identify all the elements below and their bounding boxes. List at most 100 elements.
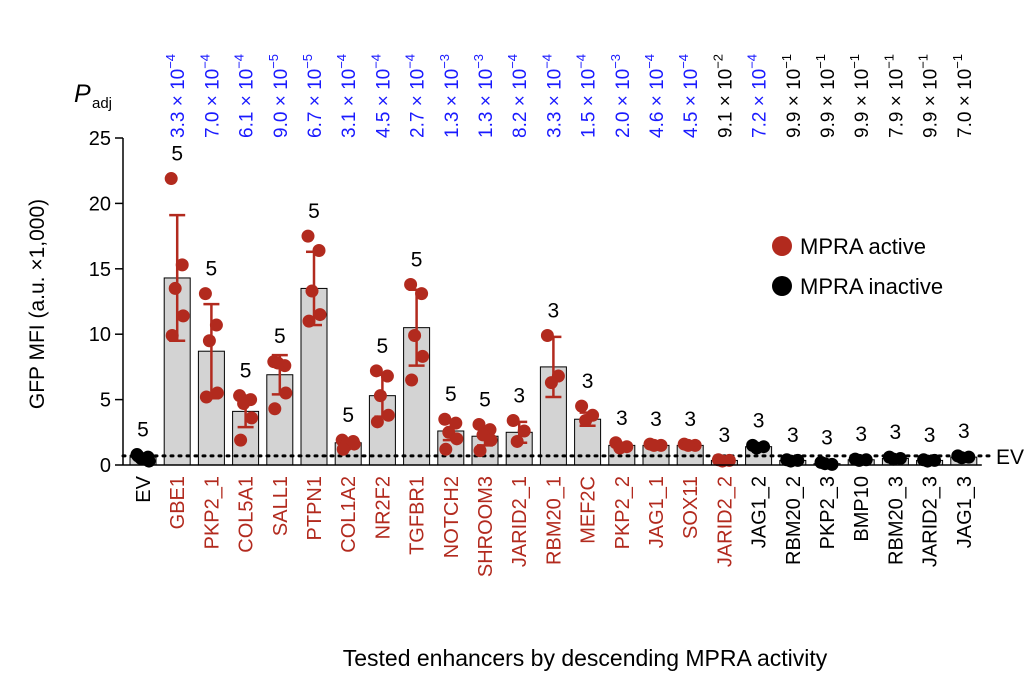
padj-mantissa: 9.9 × 10 <box>921 69 942 138</box>
x-tick-label-shroom3: SHROOM3 <box>475 476 497 577</box>
padj-exponent: −4 <box>642 54 657 69</box>
legend: MPRA active MPRA inactive <box>772 234 943 299</box>
n-label: 3 <box>650 408 662 431</box>
padj-label: P adj <box>74 80 112 112</box>
data-point <box>302 314 316 328</box>
ev-baseline: EV <box>121 446 1024 469</box>
padj-exponent: −1 <box>813 54 828 69</box>
data-point <box>176 309 190 323</box>
x-tick-label-jag1-2: JAG1_2 <box>749 476 771 548</box>
padj-mantissa: 9.0 × 10 <box>271 69 292 138</box>
n-label: 5 <box>274 325 286 348</box>
padj-mantissa: 4.5 × 10 <box>681 69 702 138</box>
data-point <box>544 376 558 390</box>
padj-exponent: −1 <box>881 54 896 69</box>
data-point <box>165 329 179 343</box>
x-tick-label-tgfbr1: TGFBR1 <box>407 476 429 555</box>
data-point <box>647 438 661 452</box>
n-label: 5 <box>240 360 252 383</box>
padj-exponent: −4 <box>505 54 520 69</box>
data-point <box>449 416 463 430</box>
padj-mantissa: 8.2 × 10 <box>510 69 531 138</box>
ev-baseline-label: EV <box>996 446 1024 469</box>
data-point <box>852 453 866 467</box>
data-point <box>540 329 554 343</box>
n-label: 5 <box>308 200 320 223</box>
data-point <box>473 444 487 458</box>
padj-mantissa: 7.9 × 10 <box>886 69 907 138</box>
data-point <box>381 408 395 422</box>
x-tick-label-nr2f2: NR2F2 <box>372 476 394 539</box>
data-point <box>681 438 695 452</box>
padj-value: 2.0 × 10−3 <box>608 54 634 138</box>
padj-value: 3.3 × 10−4 <box>163 54 189 138</box>
padj-exponent: −4 <box>574 54 589 69</box>
data-point <box>506 414 520 428</box>
n-label: 3 <box>821 426 833 449</box>
padj-value: 7.0 × 10−4 <box>197 54 223 138</box>
data-point <box>438 412 452 426</box>
n-label: 3 <box>753 409 765 432</box>
padj-exponent: −5 <box>266 54 281 69</box>
padj-mantissa: 1.5 × 10 <box>579 69 600 138</box>
padj-mantissa: 4.6 × 10 <box>647 69 668 138</box>
data-point <box>404 277 418 291</box>
padj-value: 9.1 × 10−2 <box>710 54 736 138</box>
padj-value: 8.2 × 10−4 <box>505 54 531 138</box>
padj-exponent: −4 <box>334 54 349 69</box>
data-point <box>575 399 589 413</box>
x-tick-label-ptpn1: PTPN1 <box>304 476 326 540</box>
data-point <box>164 172 178 186</box>
x-tick-label-rbm20-1: RBM20_1 <box>543 476 565 565</box>
padj-value: 7.0 × 10−1 <box>950 54 976 138</box>
padj-value: 9.9 × 10−1 <box>779 54 805 138</box>
padj-value: 1.3 × 10−3 <box>471 54 497 138</box>
data-points <box>130 172 976 471</box>
padj-mantissa: 1.3 × 10 <box>442 69 463 138</box>
x-tick-label-pkp2-2: PKP2_2 <box>612 476 634 549</box>
padj-exponent: −5 <box>300 54 315 69</box>
padj-label-p: P <box>74 80 91 108</box>
data-point <box>271 356 285 370</box>
padj-value: 7.9 × 10−1 <box>881 54 907 138</box>
padj-value: 9.9 × 10−1 <box>813 54 839 138</box>
y-tick-label: 20 <box>89 193 111 215</box>
x-tick-label-col1a2: COL1A2 <box>338 476 360 553</box>
data-point <box>380 369 394 383</box>
data-point <box>312 243 326 257</box>
x-tick-label-pkp2-1: PKP2_1 <box>201 476 223 549</box>
legend-label: MPRA active <box>800 234 926 259</box>
padj-value: 9.0 × 10−5 <box>266 54 292 138</box>
padj-mantissa: 6.7 × 10 <box>305 69 326 138</box>
padj-mantissa: 7.0 × 10 <box>202 69 223 138</box>
bar-pkp2-1 <box>197 350 225 466</box>
data-point <box>198 287 212 301</box>
n-label: 5 <box>342 404 354 427</box>
padj-exponent: −4 <box>163 54 178 69</box>
data-point <box>373 389 387 403</box>
x-tick-label-rbm20-2: RBM20_2 <box>783 476 805 565</box>
padj-mantissa: 7.2 × 10 <box>750 69 771 138</box>
padj-exponent: −3 <box>471 54 486 69</box>
padj-mantissa: 3.3 × 10 <box>168 69 189 138</box>
x-tick-label-rbm20-3: RBM20_3 <box>885 476 907 565</box>
padj-mantissa: 6.1 × 10 <box>237 69 258 138</box>
padj-value: 4.5 × 10−4 <box>676 54 702 138</box>
y-tick-label: 15 <box>89 259 111 281</box>
n-label: 5 <box>137 419 149 442</box>
data-point <box>369 364 383 378</box>
legend-marker <box>772 276 792 296</box>
n-label: 3 <box>787 424 799 447</box>
x-tick-label-pkp2-3: PKP2_3 <box>817 476 839 549</box>
data-point <box>450 432 464 446</box>
x-tick-label-mef2c: MEF2C <box>578 476 600 544</box>
padj-value: 1.5 × 10−4 <box>574 54 600 138</box>
padj-exponent: −4 <box>745 54 760 69</box>
n-label: 3 <box>548 300 560 323</box>
n-label: 5 <box>206 258 218 281</box>
y-axis-title: GFP MFI (a.u. ×1,000) <box>26 199 49 409</box>
data-point <box>484 433 498 447</box>
data-point <box>168 281 182 295</box>
padj-value: 7.2 × 10−4 <box>745 54 771 138</box>
data-point <box>439 442 453 456</box>
